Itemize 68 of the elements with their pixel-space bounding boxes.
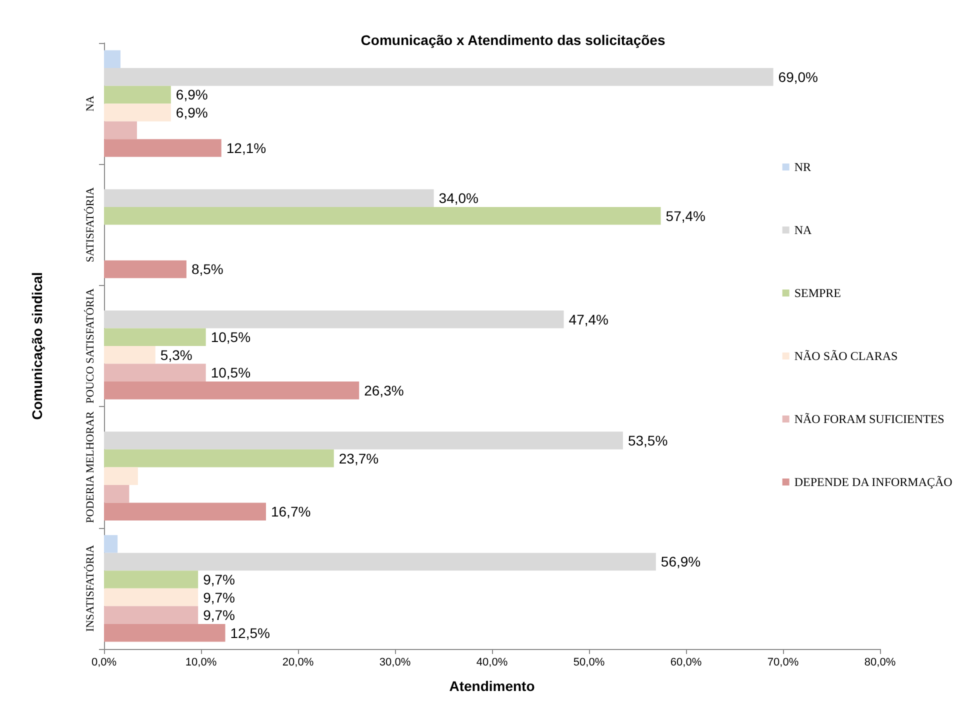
data-label: 56,9%: [660, 554, 701, 570]
x-tick-label: 30,0%: [379, 656, 411, 668]
bar: [104, 86, 171, 104]
data-label: 34,0%: [438, 190, 479, 206]
data-label: 9,7%: [203, 589, 236, 606]
data-label: 23,7%: [338, 450, 379, 466]
bar: [104, 624, 226, 642]
bar: [104, 139, 222, 157]
y-tick-label: SATISFATÓRIA: [84, 187, 96, 262]
bar: [104, 484, 130, 503]
bar: [104, 467, 138, 485]
bar: [104, 606, 198, 624]
bar: [104, 552, 656, 571]
x-tick-label: 60,0%: [670, 656, 702, 668]
legend-label: SEMPRE: [794, 286, 842, 300]
x-tick-label: 20,0%: [282, 656, 314, 668]
x-tick-label: 80,0%: [864, 656, 896, 668]
data-label: 9,7%: [203, 607, 236, 624]
bar: [104, 104, 171, 122]
bar: [104, 50, 120, 68]
bar: [104, 189, 434, 208]
bar: [104, 207, 661, 225]
y-tick-label: PODERIA MELHORAR: [84, 410, 96, 523]
legend-label: NÃO SÃO CLARAS: [794, 349, 898, 363]
data-label: 53,5%: [628, 432, 668, 449]
x-tick-label: 50,0%: [573, 656, 605, 668]
data-label: 5,3%: [160, 346, 192, 363]
bar: [104, 535, 118, 553]
x-tick-label: 10,0%: [185, 656, 217, 668]
y-tick-label: INSATISFATÓRIA: [84, 545, 96, 632]
data-label: 57,4%: [666, 208, 706, 224]
bar: [104, 260, 186, 278]
data-label: 10,5%: [210, 329, 251, 346]
data-label: 16,7%: [270, 504, 311, 520]
bar: [104, 382, 360, 400]
y-tick-label: POUCO SATISFATÓRIA: [84, 288, 96, 404]
x-tick-label: 40,0%: [476, 656, 508, 668]
legend-label: NÃO FORAM SUFICIENTES: [794, 412, 944, 426]
bar: [104, 432, 623, 450]
x-tick-label: 0,0%: [91, 656, 117, 668]
data-label: 10,5%: [210, 364, 251, 381]
data-label: 12,1%: [226, 140, 266, 156]
data-label: 47,4%: [568, 311, 608, 328]
data-label: 9,7%: [203, 572, 236, 588]
legend-label: NA: [794, 223, 812, 237]
x-tick-label: 70,0%: [767, 656, 799, 668]
bar: [104, 68, 774, 86]
legend-label: DEPENDE DA INFORMAÇÃO: [794, 475, 953, 489]
data-label: 26,3%: [364, 382, 404, 398]
bar: [104, 588, 198, 606]
bar: [104, 328, 206, 346]
data-label: 6,9%: [176, 104, 208, 120]
data-label: 8,5%: [191, 261, 224, 278]
y-tick-label: NA: [84, 96, 96, 112]
bar: [104, 449, 334, 468]
data-label: 12,5%: [230, 624, 270, 641]
chart-title: Comunicação x Atendimento das solicitações: [360, 32, 666, 48]
bar: [104, 502, 266, 521]
bar: [104, 364, 206, 382]
data-label: 6,9%: [176, 86, 208, 103]
bar: [104, 121, 137, 140]
x-axis-title: Atendimento: [449, 678, 535, 694]
y-axis-title: Comunicação sindical: [29, 272, 45, 420]
data-label: 69,0%: [778, 68, 818, 85]
bar: [104, 570, 198, 588]
bar: [104, 310, 564, 328]
bar: [104, 346, 156, 364]
legend-label: NR: [794, 160, 811, 174]
